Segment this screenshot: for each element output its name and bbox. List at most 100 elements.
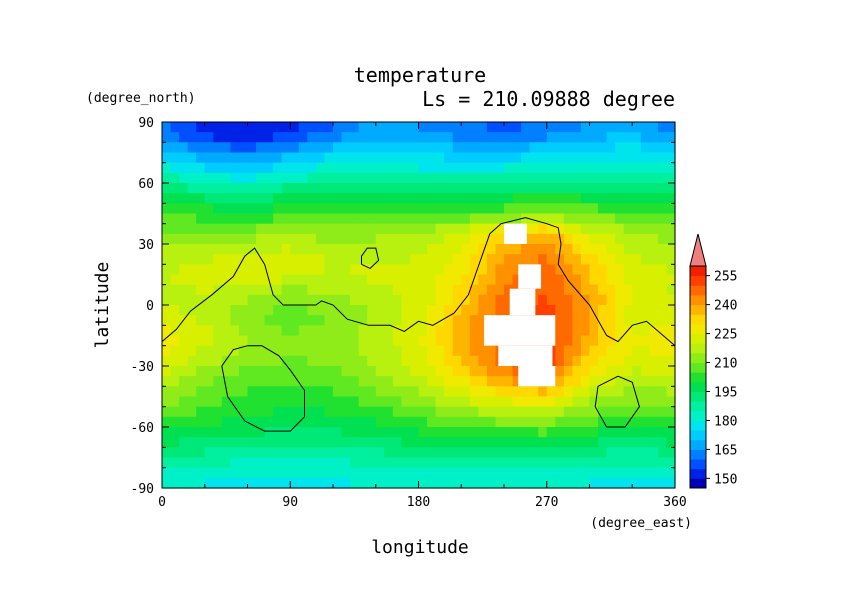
- heatmap-cell: [640, 386, 650, 398]
- heatmap-cell: [256, 457, 266, 469]
- heatmap-cell: [615, 142, 625, 154]
- heatmap-cell: [401, 244, 411, 255]
- heatmap-cell: [452, 254, 462, 265]
- heatmap-cell: [162, 213, 172, 225]
- heatmap-cell: [469, 223, 479, 235]
- heatmap-cell: [281, 416, 291, 428]
- colorbar-swatch: [690, 401, 706, 412]
- heatmap-cell: [640, 122, 650, 133]
- heatmap-cell: [606, 274, 616, 286]
- heatmap-cell: [247, 416, 257, 428]
- heatmap-cell: [213, 437, 223, 448]
- heatmap-cell: [640, 254, 650, 265]
- heatmap-cell: [649, 427, 659, 438]
- heatmap-cell: [315, 416, 326, 428]
- heatmap-cell: [187, 315, 197, 326]
- heatmap-cell: [606, 457, 616, 469]
- heatmap-cell: [315, 294, 326, 306]
- heatmap-cell: [179, 335, 189, 347]
- heatmap-cell: [563, 305, 573, 316]
- heatmap-cell: [204, 376, 214, 387]
- heatmap-cell: [589, 416, 599, 428]
- heatmap-cell: [298, 142, 308, 154]
- heatmap-cell: [469, 284, 479, 296]
- heatmap-cell: [640, 284, 650, 296]
- colorbar-tick-label: 150: [714, 472, 737, 487]
- heatmap-cell: [504, 193, 514, 204]
- heatmap-cell: [657, 396, 668, 408]
- heatmap-cell: [478, 366, 488, 377]
- heatmap-cell: [341, 386, 351, 398]
- heatmap-cell: [256, 183, 266, 194]
- heatmap-cell: [367, 386, 377, 398]
- heatmap-cell: [298, 132, 308, 143]
- heatmap-cell: [657, 345, 668, 357]
- heatmap-cell: [580, 305, 591, 316]
- heatmap-cell: [563, 366, 573, 377]
- contour-line: [594, 375, 640, 428]
- heatmap-cell: [179, 183, 189, 194]
- heatmap-cell: [563, 244, 573, 255]
- y-units-label: (degree_north): [86, 91, 196, 106]
- heatmap-cell: [307, 254, 317, 265]
- heatmap-cell: [461, 447, 471, 459]
- heatmap-cell: [350, 162, 360, 174]
- heatmap-cell: [392, 315, 402, 326]
- heatmap-cell: [504, 294, 514, 306]
- heatmap-cell: [529, 183, 539, 194]
- heatmap-cell: [546, 162, 556, 174]
- heatmap-cell: [358, 467, 368, 479]
- heatmap-cell: [213, 152, 223, 164]
- heatmap-cell: [358, 213, 368, 225]
- heatmap-cell: [298, 152, 308, 164]
- heatmap-cell: [657, 315, 668, 326]
- heatmap-cell: [504, 254, 514, 265]
- heatmap-cell: [640, 213, 650, 225]
- heatmap-cell: [230, 193, 240, 204]
- heatmap-cell: [375, 416, 385, 428]
- heatmap-cell: [580, 416, 591, 428]
- heatmap-cell: [409, 162, 420, 174]
- heatmap-cell: [580, 366, 591, 377]
- heatmap-cell: [187, 254, 197, 265]
- heatmap-cell: [350, 172, 360, 184]
- heatmap-cell: [623, 477, 633, 489]
- heatmap-cell: [384, 396, 394, 408]
- heatmap-cell: [375, 325, 385, 337]
- heatmap-cell: [478, 457, 488, 469]
- heatmap-cell: [486, 193, 497, 204]
- heatmap-cell: [521, 172, 531, 184]
- heatmap-cell: [461, 305, 471, 316]
- contour-lines: [161, 217, 676, 432]
- heatmap-cell: [375, 305, 385, 316]
- heatmap-cell: [162, 274, 172, 286]
- heatmap-cell: [196, 183, 206, 194]
- heatmap-cell: [204, 447, 214, 459]
- heatmap-cell: [572, 376, 582, 387]
- heatmap-cell: [196, 244, 206, 255]
- heatmap-cell: [290, 467, 300, 479]
- heatmap-cell: [392, 335, 402, 347]
- heatmap-cell: [580, 203, 591, 215]
- heatmap-cell: [452, 193, 462, 204]
- heatmap-cell: [580, 183, 591, 194]
- heatmap-cell: [401, 284, 411, 296]
- heatmap-cell: [546, 223, 556, 235]
- x-tick-label: 180: [407, 495, 430, 510]
- heatmap-cell: [221, 152, 231, 164]
- heatmap-cell: [273, 203, 283, 215]
- heatmap-cell: [649, 376, 659, 387]
- heatmap-cell: [444, 223, 454, 235]
- heatmap-cell: [401, 254, 411, 265]
- heatmap-cell: [281, 274, 291, 286]
- heatmap-cell: [273, 183, 283, 194]
- heatmap-cell: [409, 467, 420, 479]
- heatmap-cell: [640, 437, 650, 448]
- heatmap-cell: [384, 152, 394, 164]
- heatmap-cell: [307, 264, 317, 276]
- heatmap-cell: [375, 294, 385, 306]
- heatmap-cell: [435, 366, 445, 377]
- heatmap-cell: [196, 162, 206, 174]
- heatmap-cell: [563, 132, 573, 143]
- heatmap-cell: [196, 366, 206, 377]
